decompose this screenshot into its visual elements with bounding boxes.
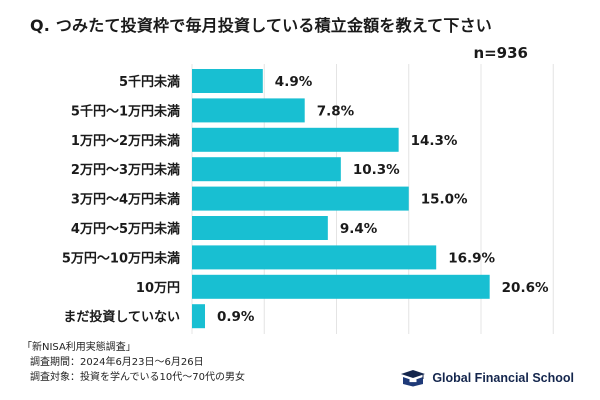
category-label: 5万円〜10万円未満 (62, 250, 180, 266)
value-label: 9.4% (340, 221, 378, 237)
bar (192, 98, 305, 123)
bars (192, 69, 490, 329)
value-label: 15.0% (421, 192, 468, 208)
survey-period: 調査期間：2024年6月23日〜6月26日 (30, 357, 204, 368)
value-label: 4.9% (275, 74, 313, 90)
school-emblem-icon (401, 370, 426, 387)
value-label: 10.3% (353, 162, 400, 178)
survey-target: 調査対象：投資を学んでいる10代〜70代の男女 (30, 372, 245, 383)
bar (192, 157, 341, 182)
bar (192, 186, 409, 211)
bar (192, 216, 328, 240)
bar (192, 274, 490, 299)
category-label: 5千円未満 (119, 74, 180, 90)
category-label: まだ投資していない (63, 309, 180, 325)
bar (192, 69, 263, 93)
category-label: 5千円〜1万円未満 (71, 103, 180, 119)
bar-chart: 5千円未満 5千円〜1万円未満 1万円〜2万円未満 2万円〜3万円未満 3万円〜4万円未… (62, 64, 554, 334)
category-label: 1万円〜2万円未満 (71, 133, 180, 149)
logo-text: Global Financial School (432, 371, 574, 385)
bar (192, 245, 437, 270)
category-label: 10万円 (136, 281, 180, 296)
chart-title: Q. つみたて投資枠で毎月投資している積立金額を教えて下さい (30, 16, 492, 35)
logo: Global Financial School (399, 369, 574, 387)
source-note: 「新NISA利用実態調査」 調査期間：2024年6月23日〜6月26日 調査対象… (22, 340, 245, 385)
bar (192, 127, 399, 152)
value-labels: 4.9%7.8% 14.3% 10.3% 15.0% 9.4% 16.9% 20.6% 0.9… (217, 74, 549, 325)
bar (192, 304, 206, 329)
value-label: 16.9% (448, 250, 495, 266)
value-label: 7.8% (317, 103, 355, 119)
category-label: 2万円〜3万円未満 (71, 162, 180, 178)
sample-size: n=936 (473, 44, 528, 62)
category-label: 3万円〜4万円未満 (71, 192, 180, 208)
category-labels: 5千円未満 5千円〜1万円未満 1万円〜2万円未満 2万円〜3万円未満 3万円〜4万円未… (62, 74, 180, 325)
value-label: 20.6% (502, 280, 549, 296)
category-label: 4万円〜5万円未満 (71, 221, 180, 237)
source-name: 「新NISA利用実態調査」 (22, 342, 136, 353)
value-label: 0.9% (217, 309, 255, 325)
value-label: 14.3% (411, 133, 458, 149)
